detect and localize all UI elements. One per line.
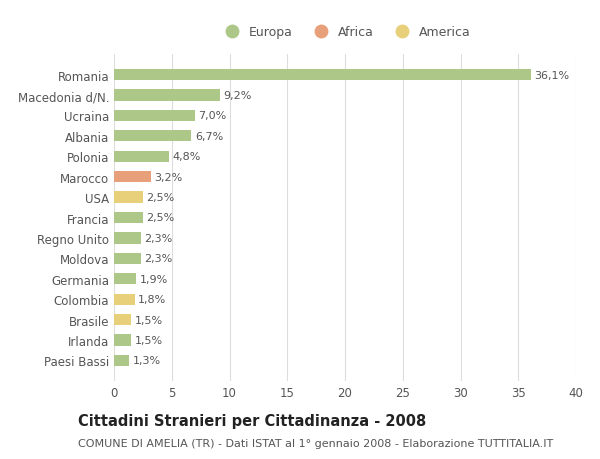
Text: 1,5%: 1,5% [135, 315, 163, 325]
Text: COMUNE DI AMELIA (TR) - Dati ISTAT al 1° gennaio 2008 - Elaborazione TUTTITALIA.: COMUNE DI AMELIA (TR) - Dati ISTAT al 1°… [78, 438, 553, 448]
Text: 1,5%: 1,5% [135, 335, 163, 345]
Text: 4,8%: 4,8% [173, 152, 201, 162]
Bar [114, 213, 143, 224]
Text: 2,5%: 2,5% [146, 213, 175, 223]
Bar [114, 111, 195, 122]
Bar [114, 274, 136, 285]
Text: 36,1%: 36,1% [535, 71, 569, 80]
Bar [114, 70, 531, 81]
Bar [114, 253, 140, 264]
Legend: Europa, Africa, America: Europa, Africa, America [215, 22, 475, 43]
Text: Cittadini Stranieri per Cittadinanza - 2008: Cittadini Stranieri per Cittadinanza - 2… [78, 413, 426, 428]
Text: 7,0%: 7,0% [199, 111, 227, 121]
Bar [114, 355, 129, 366]
Text: 1,8%: 1,8% [138, 295, 167, 304]
Text: 2,3%: 2,3% [144, 254, 172, 264]
Bar [114, 335, 131, 346]
Bar [114, 151, 169, 162]
Bar [114, 192, 143, 203]
Bar [114, 131, 191, 142]
Bar [114, 314, 131, 325]
Text: 3,2%: 3,2% [154, 172, 182, 182]
Text: 1,9%: 1,9% [139, 274, 167, 284]
Bar [114, 172, 151, 183]
Bar [114, 90, 220, 101]
Text: 9,2%: 9,2% [224, 91, 252, 101]
Bar [114, 233, 140, 244]
Text: 6,7%: 6,7% [195, 132, 223, 141]
Bar [114, 294, 135, 305]
Text: 2,3%: 2,3% [144, 233, 172, 243]
Text: 2,5%: 2,5% [146, 193, 175, 203]
Text: 1,3%: 1,3% [133, 356, 161, 365]
